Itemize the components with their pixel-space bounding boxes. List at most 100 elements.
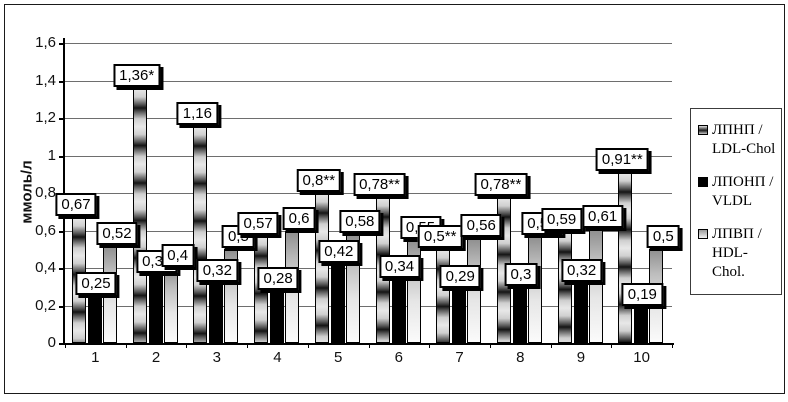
x-tick-mark [611,343,613,348]
x-tick-mark [186,343,188,348]
y-tick-label: 0,2 [35,296,56,314]
data-label: 1,16 [176,101,218,125]
bar-series1 [618,172,633,343]
bar-series2 [270,290,285,343]
bar-series1 [193,125,208,343]
data-label: 0,56 [460,214,502,237]
legend-swatch-series2 [698,177,708,187]
bar-series1 [254,236,269,343]
data-label: 0,32 [560,259,603,282]
x-tick-mark [368,343,370,348]
data-label: 0,8** [296,169,342,192]
data-label: 0,58 [339,210,381,234]
bar-series2 [391,279,406,344]
x-tick-mark [672,343,673,348]
bar-series3 [467,238,482,343]
figure-frame [4,4,785,394]
y-tick-label: 0,4 [35,259,56,276]
data-label: 0,34 [378,255,421,279]
legend: ЛПНП / LDL-Chol ЛПОНП / VLDL ЛПВП / HDL-Ch… [690,108,782,295]
data-label: 0,78** [353,172,406,196]
gridline [65,118,672,119]
data-label: 0,61 [581,204,624,228]
x-category-label: 8 [516,349,525,366]
y-tick-label: 0,6 [35,221,56,239]
bar-series1 [132,88,147,343]
bar-series2 [452,288,467,343]
data-label: 0,5** [417,225,463,249]
bar-series2 [148,273,163,343]
x-tick-mark [65,343,66,348]
data-label: 0,4 [161,244,195,267]
data-label: 0,59 [540,208,583,232]
x-tick-mark [429,343,431,348]
gridline [65,80,672,82]
bar-series2 [512,286,527,344]
x-tick-mark [550,343,552,348]
y-tick-label: 1 [47,146,56,164]
bar-series3 [527,236,542,343]
y-tick-mark [59,343,65,345]
legend-label: ЛПНП / LDL-Chol [712,122,776,157]
data-label: 1,36* [113,64,161,87]
x-tick-mark [307,343,309,348]
bar-series1 [557,232,572,343]
x-category-label: 3 [212,349,221,366]
y-tick-label: 0,8 [35,184,56,201]
bar-series2 [573,283,588,343]
y-tick-mark [59,80,65,83]
gridline [65,155,672,157]
x-tick-mark [489,343,491,348]
x-category-label: 2 [151,349,161,366]
y-tick-mark [59,155,65,158]
legend-swatch-series1 [698,125,708,135]
legend-swatch-series3 [698,229,708,239]
data-label: 0,32 [196,259,238,282]
y-tick-label: 1,6 [35,34,56,51]
x-tick-mark [125,343,127,348]
data-label: 0,29 [439,264,481,288]
data-label: 0,78** [474,172,528,196]
y-tick-label: 0 [47,334,56,351]
bar-series2 [88,296,102,343]
x-category-label: 6 [394,349,404,366]
x-category-label: 10 [633,349,650,366]
legend-item: ЛПОНП / VLDL [698,173,776,211]
bar-series2 [330,264,345,344]
bar-series3 [588,228,603,343]
data-label: 0,52 [96,221,138,245]
data-label: 0,42 [318,240,360,264]
data-label: 0,3 [504,262,538,286]
x-category-label: 4 [273,349,282,366]
bar-series3 [163,268,178,343]
y-tick-mark [59,268,65,270]
bar-series2 [634,307,649,343]
x-category-label: 5 [333,349,343,366]
data-label: 0,28 [257,266,299,290]
data-label: 0,67 [55,193,97,217]
x-category-label: 7 [455,349,464,366]
y-tick-mark [59,305,65,308]
data-label: 0,5 [646,225,680,249]
x-axis-line [63,343,674,345]
y-tick-mark [59,118,65,120]
bar-series1 [436,249,451,344]
data-label: 0,57 [237,212,279,236]
legend-item: ЛПНП / LDL-Chol [698,121,776,159]
x-tick-mark [247,343,249,348]
y-axis-line [63,38,65,345]
gridline [65,43,672,44]
x-category-label: 9 [576,349,586,366]
data-label: 0,6 [282,206,316,230]
data-label: 0,25 [75,272,117,296]
bar-series1 [314,193,329,343]
y-tick-label: 1,2 [35,109,56,126]
data-label: 0,19 [621,283,663,307]
y-tick-mark [59,43,65,45]
y-tick-mark [59,230,65,233]
gridline [65,305,672,307]
x-category-label: 1 [91,349,100,366]
legend-label: ЛПОНП / VLDL [712,174,774,209]
